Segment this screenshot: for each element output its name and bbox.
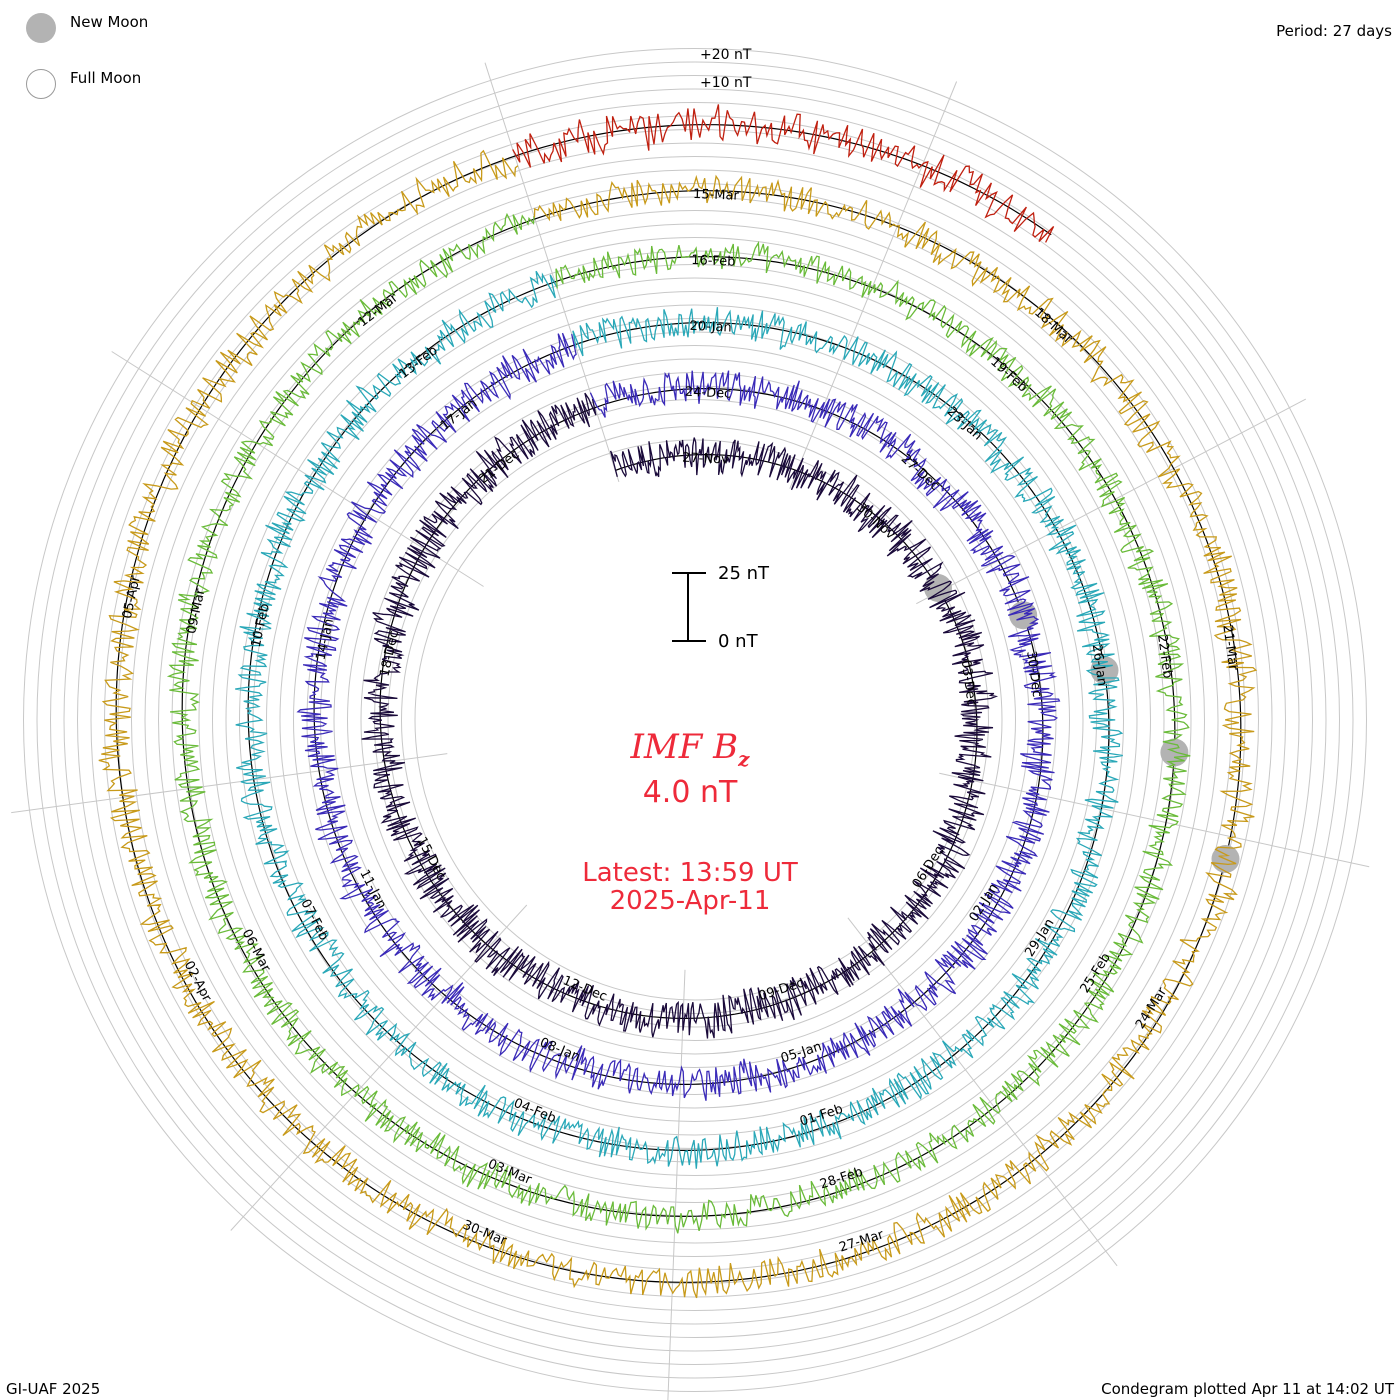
center-title: IMF Bz	[0, 727, 1380, 771]
center-title-main: IMF B	[630, 727, 739, 767]
scale-bar	[672, 572, 706, 642]
date-label: 16-Feb	[691, 253, 736, 270]
date-label: 10-Feb	[249, 602, 273, 648]
date-label: 12-Mar	[356, 290, 402, 330]
grid-ring	[239, 264, 1151, 1176]
scale-bar-top-label: 25 nT	[718, 563, 770, 584]
date-label: 03-Dec	[958, 659, 979, 707]
new-moon-marker	[924, 574, 952, 602]
radial-line	[916, 398, 1307, 605]
date-label: 06-Mar	[239, 927, 274, 975]
center-latest-time: Latest: 13:59 UT	[582, 858, 798, 888]
date-label: 27-Nov	[682, 451, 729, 468]
zero-level-spiral	[115, 124, 1242, 1283]
radial-line	[111, 351, 484, 587]
series-trace	[512, 104, 1055, 243]
radial-line	[847, 917, 1118, 1267]
series-trace	[361, 392, 999, 1039]
grid-ring	[374, 399, 1016, 1041]
credit-label: GI-UAF 2025	[6, 1380, 101, 1398]
grid-ring	[320, 345, 1070, 1095]
center-title-subscript: z	[738, 746, 750, 771]
scale-bar-bottom-label: 0 nT	[718, 631, 758, 652]
grid-ring	[63, 88, 1327, 1352]
plotted-label: Condegram plotted Apr 11 at 14:02 UT	[1101, 1380, 1394, 1398]
grid-ring	[333, 358, 1057, 1082]
series-traces	[98, 104, 1258, 1299]
grid-ring	[158, 183, 1232, 1257]
grid-ring	[117, 142, 1273, 1298]
series-trace	[98, 149, 1258, 1299]
grid-ring	[77, 102, 1313, 1338]
date-label: 23-Jan	[944, 404, 985, 443]
grid-ring	[360, 385, 1030, 1055]
grid-ring	[401, 426, 989, 1014]
date-label: 21-Mar	[1219, 624, 1240, 672]
grid-ring	[131, 156, 1259, 1284]
full-moon-icon	[26, 69, 56, 99]
grid-ring	[266, 291, 1124, 1149]
date-label: 09-Dec	[757, 976, 806, 1004]
ring-scale-label-10: +10 nT	[700, 75, 752, 91]
grid-ring	[171, 196, 1219, 1244]
center-latest-date: 2025-Apr-11	[609, 886, 771, 916]
grid-ring	[23, 48, 1367, 1392]
grid-ring	[306, 331, 1084, 1109]
radial-line	[939, 772, 1370, 868]
grid-ring	[50, 75, 1340, 1365]
grid-ring	[387, 412, 1003, 1028]
date-label: 26-Jan	[1089, 643, 1109, 687]
series-trace	[235, 270, 1124, 1169]
period-label: Period: 27 days	[1276, 22, 1392, 40]
grid-ring	[36, 61, 1354, 1379]
radial-line	[230, 904, 528, 1231]
date-label: 20-Jan	[689, 319, 732, 336]
legend-new-moon-label: New Moon	[70, 13, 149, 31]
date-label: 15-Mar	[693, 187, 740, 204]
center-value: 4.0 nT	[642, 775, 738, 810]
zero-spiral-line	[115, 124, 1242, 1283]
legend-full-moon-label: Full Moon	[70, 69, 142, 87]
grid-ring	[90, 115, 1300, 1325]
radial-line	[667, 969, 686, 1400]
grid-ring	[252, 277, 1138, 1163]
date-label: 22-Feb	[1154, 634, 1175, 680]
date-label: 14-Jan	[313, 617, 337, 661]
grid-ring	[144, 169, 1246, 1271]
series-trace	[296, 332, 1061, 1101]
date-label: 24-Dec	[685, 385, 732, 402]
new-moon-icon	[26, 13, 56, 43]
date-label: 30-Dec	[1023, 650, 1044, 698]
radial-line	[484, 62, 620, 483]
new-moon-marker	[1090, 656, 1119, 685]
radial-line	[11, 753, 448, 814]
series-trace	[166, 212, 1191, 1234]
date-label: 02-Apr	[181, 959, 215, 1005]
date-label: 18-Mar	[1031, 305, 1075, 347]
grid-ring	[279, 304, 1111, 1136]
radial-day-lines	[11, 62, 1370, 1400]
radial-line	[789, 81, 958, 489]
grid-ring	[293, 318, 1097, 1122]
grid-ring	[212, 237, 1178, 1203]
ring-scale-label-20: +20 nT	[700, 47, 752, 63]
